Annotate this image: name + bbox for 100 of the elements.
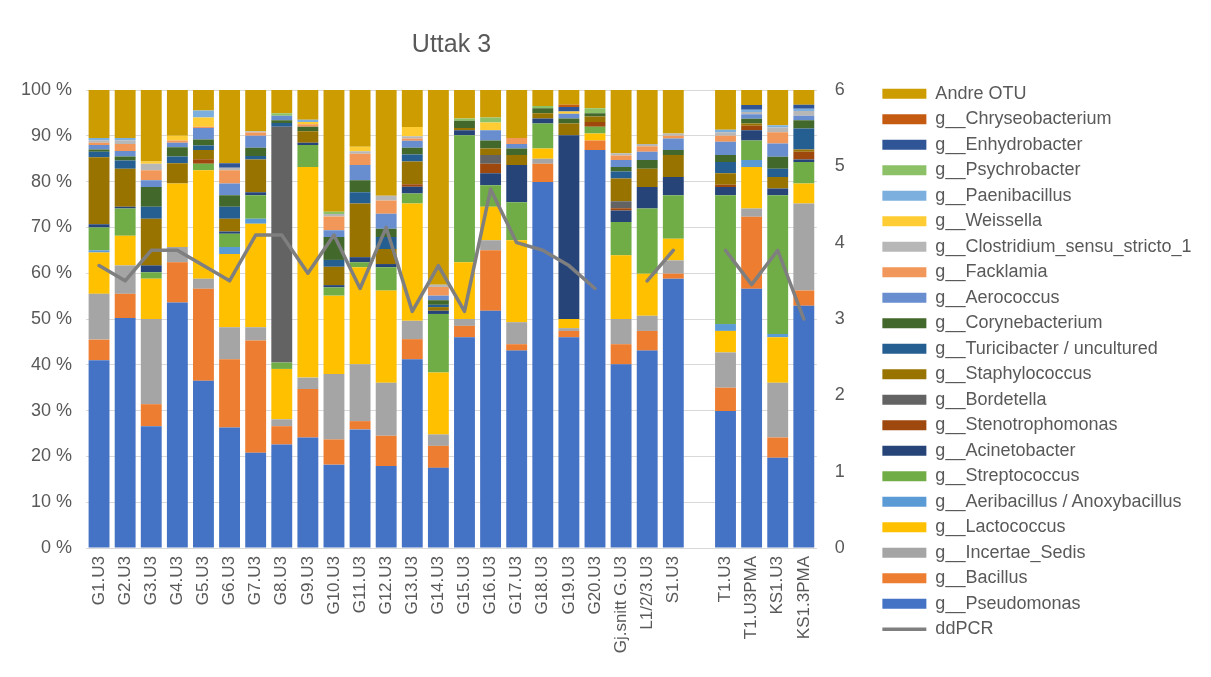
x-tick-label: G12.U3 bbox=[375, 556, 395, 615]
bar bbox=[427, 286, 449, 296]
bar bbox=[767, 382, 789, 438]
bar bbox=[454, 135, 475, 263]
bar bbox=[114, 90, 136, 139]
bar bbox=[662, 150, 684, 156]
bar bbox=[793, 183, 815, 204]
bar bbox=[454, 130, 475, 136]
bar bbox=[584, 140, 606, 150]
bar bbox=[114, 156, 136, 161]
bar bbox=[323, 259, 345, 267]
bar bbox=[506, 165, 528, 203]
x-tick-label: G16.U3 bbox=[480, 556, 500, 615]
bar bbox=[636, 208, 658, 274]
bar bbox=[140, 272, 162, 279]
bar bbox=[297, 437, 319, 548]
bar bbox=[715, 173, 736, 185]
x-tick-label: G13.U3 bbox=[401, 556, 421, 615]
bar bbox=[323, 464, 345, 548]
bar bbox=[193, 117, 214, 127]
x-tick-label: G11.U3 bbox=[349, 556, 369, 614]
bar bbox=[88, 360, 110, 548]
bar bbox=[271, 113, 293, 116]
bar bbox=[245, 155, 267, 160]
bar bbox=[401, 186, 423, 194]
legend-label: g__Enhydrobacter bbox=[935, 133, 1083, 155]
bar bbox=[610, 160, 632, 167]
bar bbox=[506, 144, 528, 149]
bar bbox=[140, 265, 162, 273]
y-tick-label: 60 % bbox=[30, 262, 72, 283]
bar bbox=[610, 255, 632, 319]
bar bbox=[610, 178, 632, 202]
bar bbox=[767, 156, 789, 169]
bar bbox=[741, 208, 763, 217]
bar bbox=[349, 429, 371, 548]
bar bbox=[375, 382, 397, 436]
x-tick-label: G8.U3 bbox=[271, 556, 291, 606]
bar bbox=[245, 340, 267, 453]
bar bbox=[375, 290, 397, 383]
bar bbox=[793, 90, 815, 105]
bar bbox=[767, 437, 789, 458]
bar bbox=[480, 90, 502, 118]
bar bbox=[584, 90, 606, 109]
legend-label: g__Stenotrophomonas bbox=[935, 414, 1118, 436]
bar bbox=[219, 90, 241, 164]
bar bbox=[715, 411, 736, 548]
x-tick-label: G5.U3 bbox=[193, 556, 213, 606]
bar bbox=[297, 389, 319, 438]
bar bbox=[271, 90, 293, 114]
bar bbox=[480, 117, 502, 123]
bar bbox=[323, 373, 345, 440]
bar bbox=[715, 330, 736, 353]
bar bbox=[558, 319, 580, 329]
bar bbox=[610, 319, 632, 345]
bar bbox=[219, 195, 241, 207]
bar bbox=[558, 106, 580, 112]
x-tick-label: Gj.snitt G.U3 bbox=[610, 556, 630, 654]
bar bbox=[166, 262, 188, 303]
bar bbox=[88, 90, 110, 139]
bar bbox=[741, 160, 763, 167]
bar bbox=[245, 147, 267, 156]
bar bbox=[558, 118, 580, 124]
legend-label: g__Clostridium_sensu_stricto_1 bbox=[935, 235, 1192, 257]
bar bbox=[114, 160, 136, 169]
legend-label: g__Pseudomonas bbox=[935, 592, 1081, 614]
x-tick-label: G6.U3 bbox=[219, 556, 239, 606]
bar bbox=[480, 148, 502, 156]
bar bbox=[245, 223, 267, 328]
bar bbox=[767, 168, 789, 178]
bar bbox=[401, 339, 423, 360]
bar bbox=[532, 90, 554, 107]
bar bbox=[584, 150, 606, 548]
bar bbox=[506, 155, 528, 166]
bar bbox=[636, 187, 658, 209]
legend-label: g__Streptococcus bbox=[935, 465, 1080, 487]
bar bbox=[140, 163, 162, 171]
y-tick-label: 100 % bbox=[20, 78, 72, 99]
bar bbox=[767, 457, 789, 548]
bar bbox=[166, 302, 188, 548]
bar bbox=[454, 118, 475, 121]
bar bbox=[271, 426, 293, 445]
bar bbox=[662, 177, 684, 196]
bar bbox=[114, 208, 136, 236]
x-tick-label: G19.U3 bbox=[558, 556, 578, 615]
bar bbox=[401, 147, 423, 155]
bar bbox=[245, 135, 267, 148]
bar bbox=[741, 123, 763, 126]
legend-label: g__Aeribacillus / Anoxybacillus bbox=[935, 490, 1182, 512]
bar bbox=[454, 319, 475, 326]
bar bbox=[88, 252, 110, 294]
bar bbox=[166, 183, 188, 248]
bar bbox=[375, 200, 397, 214]
bar bbox=[584, 122, 606, 127]
bar bbox=[375, 213, 397, 229]
y-tick-label: 70 % bbox=[30, 216, 72, 237]
bar bbox=[140, 170, 162, 181]
bar bbox=[793, 120, 815, 129]
bar bbox=[480, 240, 502, 251]
bar bbox=[193, 278, 214, 289]
bar bbox=[349, 267, 371, 365]
